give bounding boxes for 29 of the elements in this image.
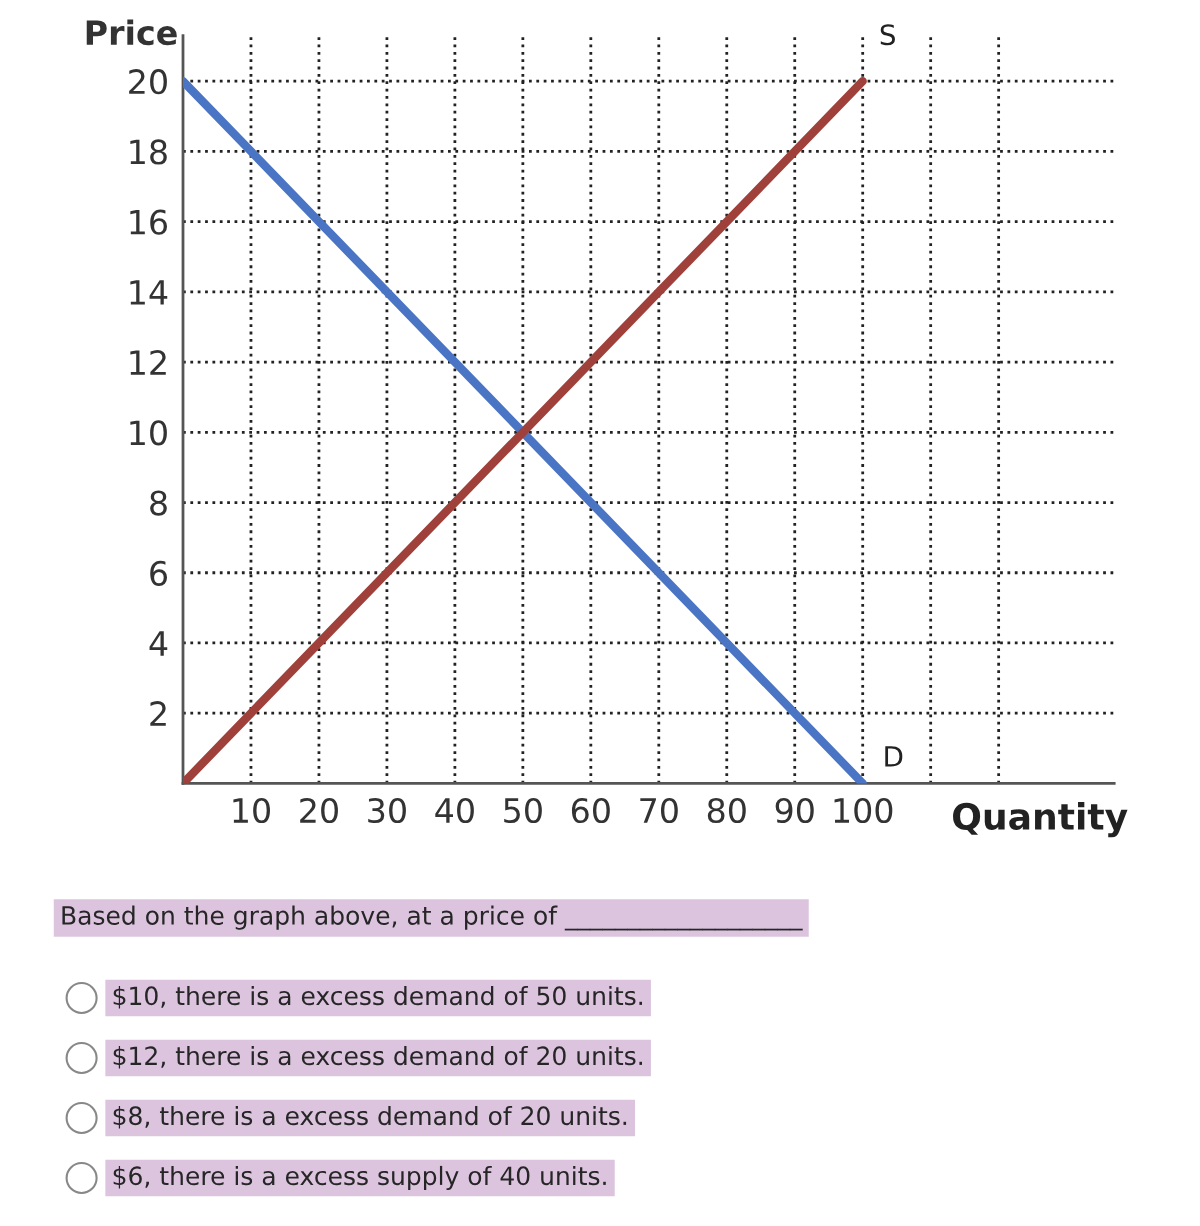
- y-tick-label: 8: [150, 490, 167, 516]
- x-tick-label: 30: [368, 797, 406, 824]
- text: $10, there is a excess demand of 50 units.: [113, 985, 642, 1009]
- x-tick-label: 50: [504, 797, 542, 824]
- x-axis-title: Quantity: [953, 802, 1128, 838]
- text: $12, there is a excess demand of 20 units.: [113, 1045, 642, 1069]
- x-tick-label: 80: [707, 797, 746, 824]
- y-tick-label: 10: [130, 420, 167, 446]
- x-tick-label: 70: [640, 797, 678, 824]
- x-tick-label: 60: [571, 797, 610, 824]
- y-tick-label: 16: [130, 209, 168, 235]
- series-label: S: [880, 24, 895, 46]
- x-tick-label: 90: [775, 797, 814, 824]
- y-tick-label: 4: [149, 631, 168, 656]
- y-tick-label: 12: [130, 350, 166, 375]
- y-tick-label: 14: [130, 280, 168, 305]
- text: $8, there is a excess demand of 20 units.: [113, 1105, 627, 1129]
- y-axis-title: Price: [86, 19, 177, 46]
- x-tick-label: 10: [233, 797, 270, 824]
- x-tick-label: 100: [834, 797, 893, 824]
- x-tick-label: 40: [435, 797, 474, 824]
- text: Based on the graph above, at a price of ___________________: [62, 905, 803, 931]
- y-tick-label: 2: [150, 701, 166, 726]
- y-tick-label: 18: [130, 139, 167, 165]
- text: $6, there is a excess supply of 40 units.: [113, 1165, 606, 1191]
- x-tick-label: 20: [300, 797, 338, 824]
- series-label: D: [885, 746, 903, 767]
- y-tick-label: 6: [150, 560, 168, 586]
- y-tick-label: 20: [129, 69, 167, 95]
